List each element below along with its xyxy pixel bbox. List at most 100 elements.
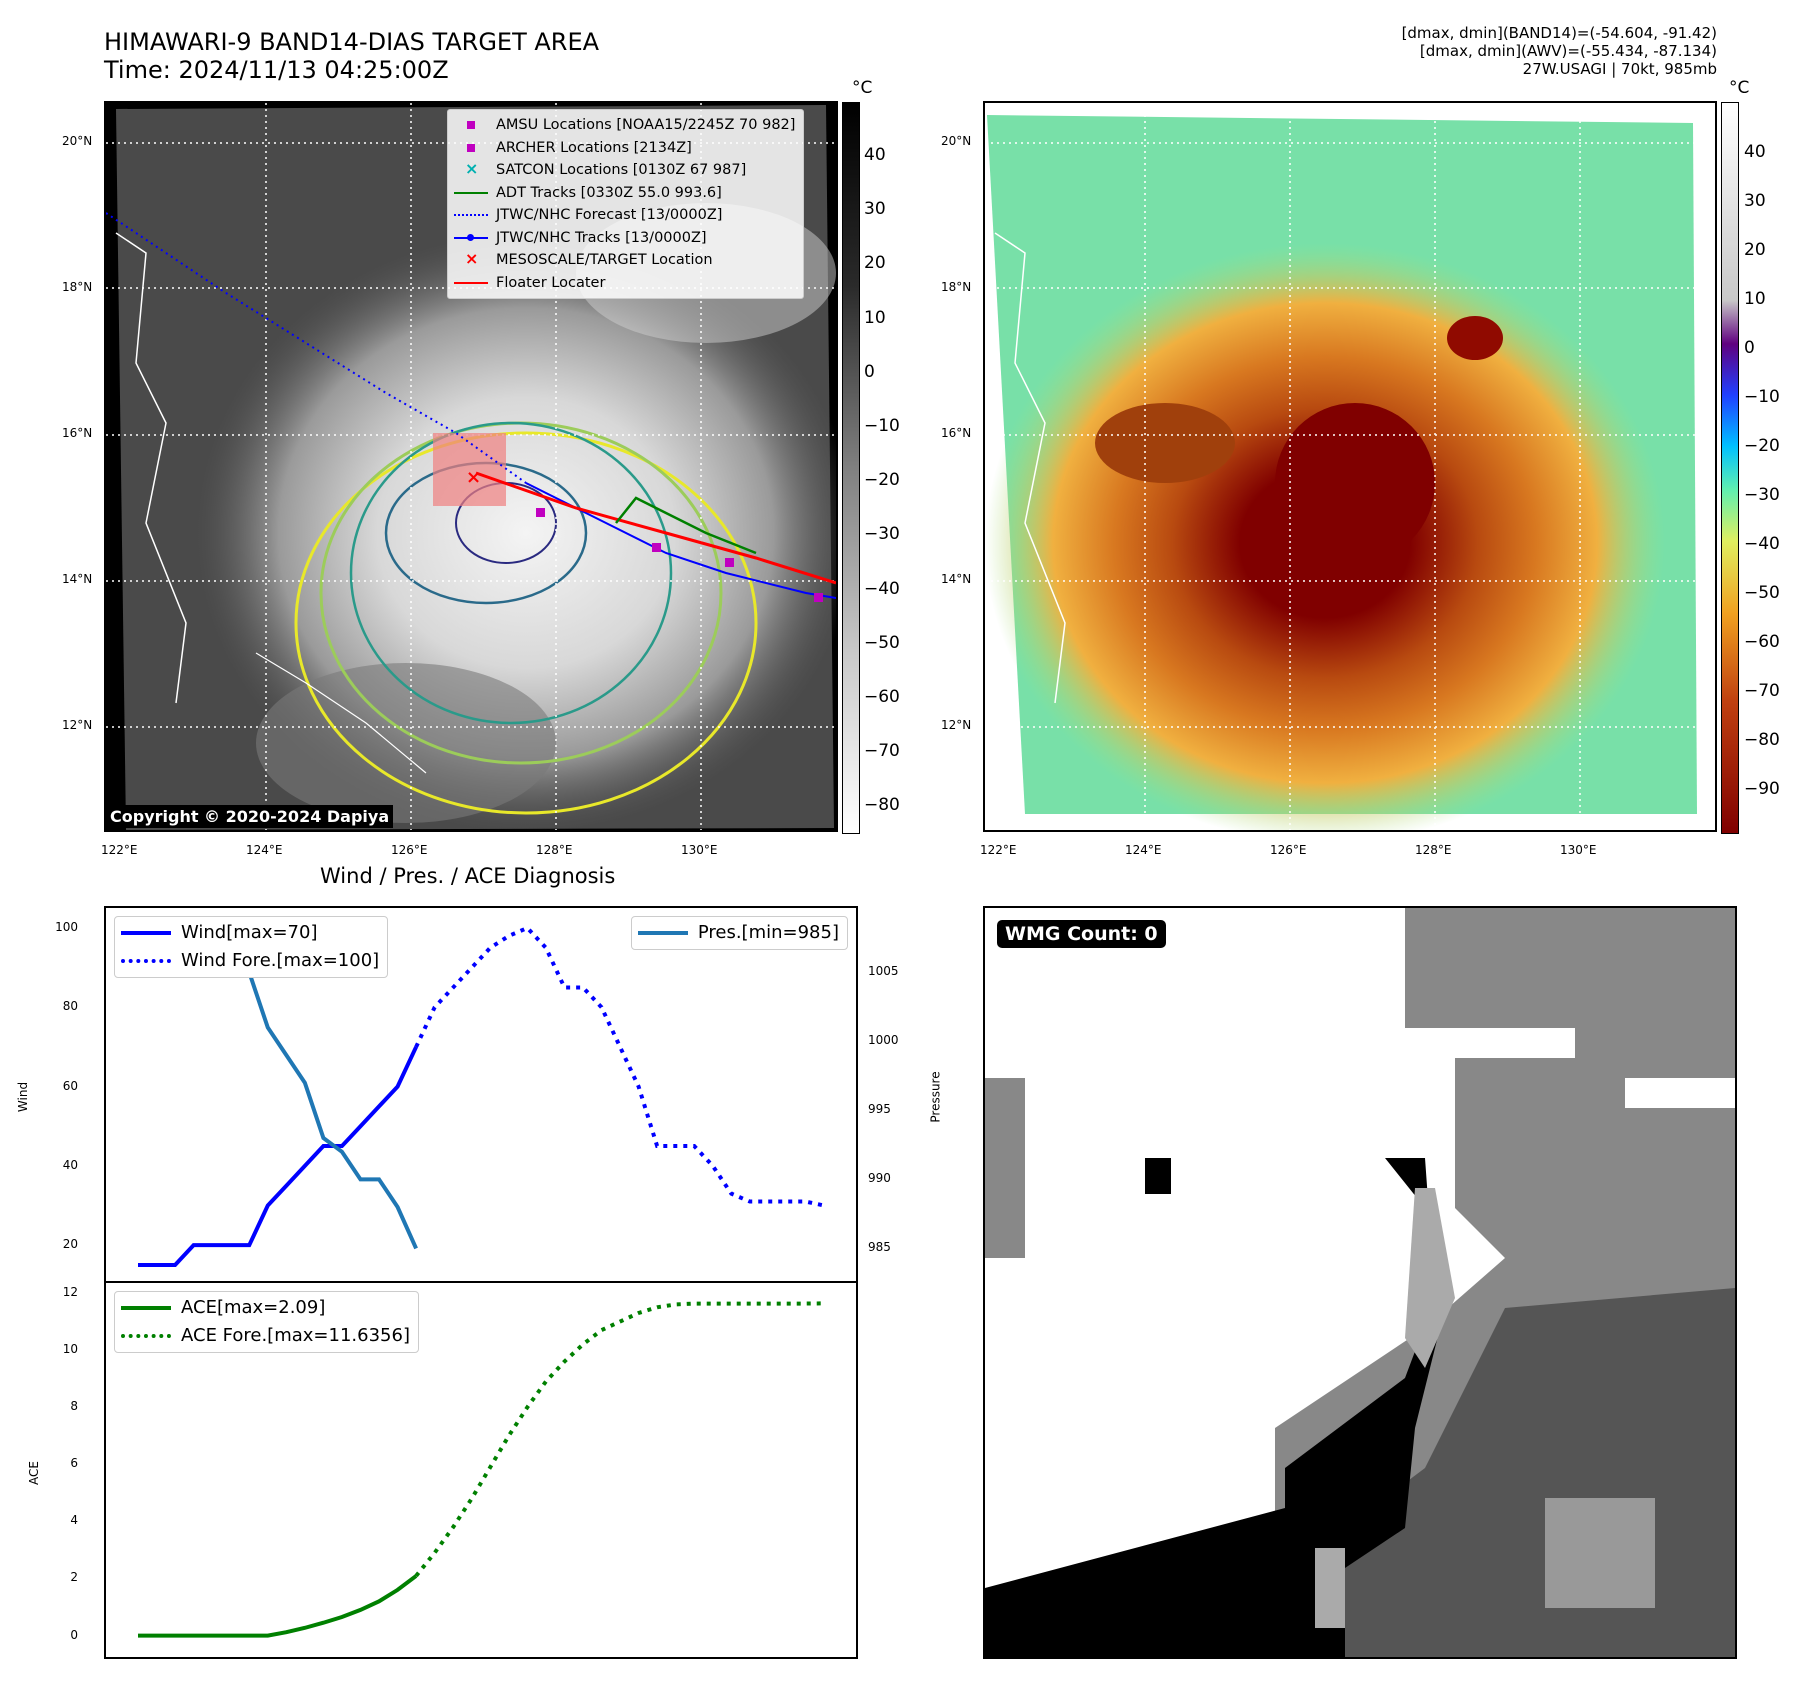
wmg-panel: WMG Count: 0 — [983, 906, 1737, 1659]
series-line-wind-max- — [138, 1046, 418, 1267]
ace-axis-label: ACE — [26, 1461, 41, 1485]
y-tick-label: 80 — [62, 999, 78, 1014]
dotted-line-icon — [121, 959, 171, 963]
y-tick-label: 10 — [62, 1342, 78, 1357]
colorbar-tick-label: 10 — [864, 307, 886, 328]
y-tick-label: 100 — [55, 919, 78, 934]
lon-label: 124°E — [246, 843, 283, 857]
series-line-wind-fore-max- — [414, 925, 825, 1208]
legend-item-jtwc-tracks: JTWC/NHC Tracks [13/0000Z] — [454, 227, 795, 250]
y-tick-label: 1005 — [868, 964, 899, 979]
dotted-line-icon — [454, 208, 488, 222]
ace-legend: ACE[max=2.09] ACE Fore.[max=11.6356] — [114, 1291, 419, 1353]
lat-label: 14°N — [941, 572, 972, 586]
wind-pressure-chart: Wind[max=70] Wind Fore.[max=100] Pres.[m… — [104, 906, 858, 1283]
lon-label: 128°E — [1415, 843, 1452, 857]
page-title: HIMAWARI-9 BAND14-DIAS TARGET AREA Time:… — [104, 28, 599, 84]
y-tick-label: 20 — [62, 1237, 78, 1252]
diagnosis-title: Wind / Pres. / ACE Diagnosis — [320, 864, 616, 888]
colorbar-tick-label: −90 — [1744, 779, 1780, 799]
colorbar-tick-label: 20 — [864, 253, 886, 274]
colorbar-tick-label: 0 — [1744, 338, 1755, 358]
lon-label: 122°E — [980, 843, 1017, 857]
colorbar-tick-label: −20 — [864, 470, 900, 491]
legend-item-amsu: AMSU Locations [NOAA15/2245Z 70 982] — [454, 114, 795, 137]
x-marker-icon: × — [465, 249, 479, 269]
colorbar-tick-label: −10 — [1744, 387, 1780, 407]
lon-label: 126°E — [391, 843, 428, 857]
ir-color-map — [983, 101, 1717, 832]
series-line-pres-min- — [138, 928, 418, 1250]
y-tick-label: 8 — [70, 1399, 78, 1414]
y-tick-label: 60 — [62, 1078, 78, 1093]
y-tick-label: 985 — [868, 1240, 891, 1255]
colorbar-tick-label: 40 — [1744, 142, 1766, 162]
series-line-ace-fore-max- — [414, 1301, 825, 1578]
info-line-1: [dmax, dmin](BAND14)=(-54.604, -91.42) — [1401, 24, 1717, 42]
color-colorbar-unit: °C — [1729, 78, 1750, 98]
x-marker-icon: × — [465, 159, 479, 179]
legend-item-adt: ADT Tracks [0330Z 55.0 993.6] — [454, 182, 795, 205]
color-colorbar — [1721, 102, 1739, 834]
colorbar-tick-label: −60 — [864, 687, 900, 707]
legend-item-wind: Wind[max=70] — [121, 919, 379, 947]
square-marker-icon — [454, 118, 488, 132]
colorbar-tick-label: 20 — [1744, 240, 1766, 260]
line-icon — [454, 276, 488, 290]
copyright-label: Copyright © 2020-2024 Dapiya — [106, 805, 394, 828]
legend-item-wind-forecast: Wind Fore.[max=100] — [121, 947, 379, 975]
line-icon — [121, 931, 171, 935]
line-icon — [454, 186, 488, 200]
line-dot-icon — [454, 231, 488, 245]
lat-label: 18°N — [941, 280, 972, 294]
wind-axis-label: Wind — [16, 1081, 31, 1113]
ir-gray-map: × Copyright © 2020-2024 Dapiya AMSU Loca… — [104, 101, 838, 832]
legend-item-ace-forecast: ACE Fore.[max=11.6356] — [121, 1322, 410, 1350]
legend-item-ace: ACE[max=2.09] — [121, 1294, 410, 1322]
map-legend: AMSU Locations [NOAA15/2245Z 70 982] ARC… — [447, 109, 805, 299]
lon-label: 126°E — [1270, 843, 1307, 857]
colorbar-tick-label: 10 — [1744, 289, 1766, 309]
colorbar-tick-label: 0 — [864, 361, 875, 382]
ace-plot — [138, 1301, 825, 1638]
info-line-3: 27W.USAGI | 70kt, 985mb — [1522, 60, 1717, 78]
colorbar-tick-label: −80 — [864, 795, 900, 816]
y-tick-label: 995 — [868, 1102, 891, 1117]
dotted-line-icon — [121, 1334, 171, 1338]
ace-chart: ACE[max=2.09] ACE Fore.[max=11.6356] — [104, 1281, 858, 1659]
y-tick-label: 40 — [62, 1157, 78, 1172]
line-icon — [637, 931, 688, 935]
colorbar-tick-label: −30 — [864, 524, 900, 545]
line-icon — [121, 1306, 171, 1310]
lon-label: 128°E — [536, 843, 573, 857]
colorbar-tick-label: −50 — [864, 632, 900, 653]
gray-colorbar — [842, 102, 860, 834]
gray-colorbar-unit: °C — [852, 78, 873, 98]
lat-label: 18°N — [62, 280, 93, 294]
y-tick-label: 1000 — [868, 1033, 899, 1048]
wind-legend: Wind[max=70] Wind Fore.[max=100] — [114, 916, 389, 978]
colorbar-tick-label: 40 — [864, 145, 886, 165]
wmg-canvas — [985, 908, 1735, 1657]
colorbar-tick-label: −40 — [1744, 534, 1780, 554]
y-tick-label: 6 — [70, 1456, 78, 1471]
title-line-2: Time: 2024/11/13 04:25:00Z — [104, 56, 449, 84]
colorbar-tick-label: −10 — [864, 416, 900, 436]
legend-item-target: × MESOSCALE/TARGET Location — [454, 249, 795, 272]
colorbar-tick-label: −30 — [1744, 485, 1780, 505]
lat-label: 20°N — [62, 134, 93, 148]
colorbar-tick-label: −50 — [1744, 583, 1780, 603]
svg-text:×: × — [466, 467, 481, 488]
colorbar-tick-label: −70 — [1744, 681, 1780, 701]
series-line-ace-max- — [138, 1574, 418, 1638]
lat-label: 12°N — [941, 718, 972, 732]
colorbar-tick-label: −70 — [864, 741, 900, 762]
storm-info: [dmax, dmin](BAND14)=(-54.604, -91.42) [… — [1402, 24, 1717, 78]
lon-label: 130°E — [1560, 843, 1597, 857]
y-tick-label: 990 — [868, 1171, 891, 1186]
square-marker-icon — [454, 141, 488, 155]
title-line-1: HIMAWARI-9 BAND14-DIAS TARGET AREA — [104, 28, 600, 56]
pressure-legend: Pres.[min=985] — [630, 916, 848, 950]
y-tick-label: 2 — [70, 1570, 78, 1585]
legend-item-floater: Floater Locater — [454, 272, 795, 295]
